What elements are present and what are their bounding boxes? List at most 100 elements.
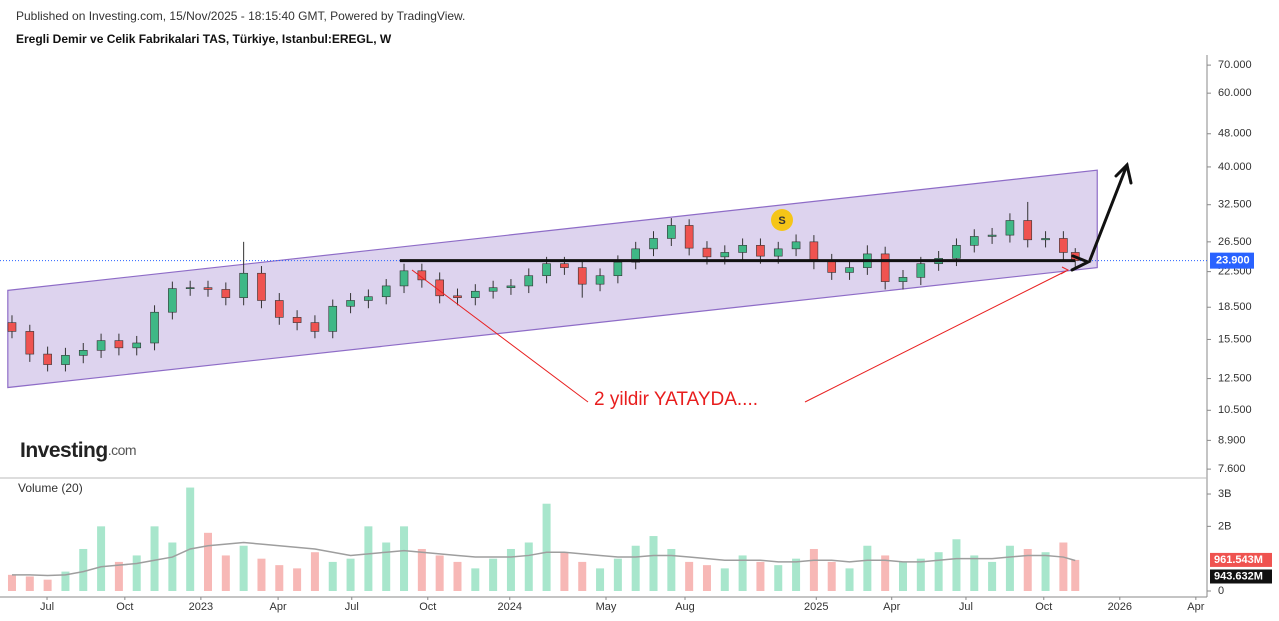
y-tick-label: 60.000 — [1218, 87, 1252, 99]
y-tick-label: 40.000 — [1218, 161, 1252, 173]
volume-bar — [809, 548, 818, 591]
volume-bar — [916, 558, 925, 591]
volume-bar — [489, 558, 498, 591]
volume-bar — [132, 555, 141, 591]
candle-body — [969, 236, 979, 246]
x-tick-label: May — [596, 601, 617, 613]
volume-bar — [667, 548, 676, 591]
x-tick-label: Oct — [419, 601, 436, 613]
candle-body — [684, 225, 694, 249]
volume-bar — [774, 565, 783, 591]
target-arrow — [1070, 162, 1133, 272]
volume-bar — [310, 552, 319, 591]
trend-channel — [7, 169, 1098, 389]
volume-bar — [453, 561, 462, 591]
candle-body — [471, 290, 480, 298]
candle-body — [453, 295, 462, 298]
candle-body — [221, 289, 231, 298]
candle-body — [613, 261, 623, 277]
chart-title: Eregli Demir ve Celik Fabrikalari TAS, T… — [16, 32, 392, 46]
candle-body — [649, 238, 658, 250]
last-price-label: 23.900 — [1216, 255, 1250, 267]
y-tick-label: 32.500 — [1218, 199, 1252, 211]
candle-body — [399, 270, 409, 287]
volume-bar — [898, 561, 907, 591]
candle-body — [203, 287, 213, 290]
volume-bar — [952, 539, 961, 591]
volume-bar — [506, 548, 515, 591]
volume-bar — [988, 561, 997, 591]
candle-body — [702, 247, 712, 258]
candle-body — [488, 287, 498, 292]
volume-bar — [204, 532, 213, 591]
x-tick-label: Jul — [345, 601, 359, 613]
volume-bar — [1071, 559, 1080, 591]
volume-bar — [239, 545, 248, 591]
candle-body — [114, 340, 124, 349]
volume-bar — [150, 526, 159, 591]
volume-bar — [934, 552, 943, 591]
volume-bar — [275, 565, 284, 591]
candle-body — [417, 270, 427, 281]
candle-body — [257, 272, 266, 301]
candle-body — [381, 285, 391, 298]
candle-body — [791, 241, 801, 250]
y-tick-label: 2B — [1218, 520, 1231, 532]
candle-body — [96, 340, 106, 351]
volume-bar — [792, 558, 801, 591]
x-tick-label: Apr — [1187, 601, 1204, 613]
event-marker — [771, 209, 793, 231]
volume-bar — [1041, 552, 1050, 591]
published-note: Published on Investing.com, 15/Nov/2025 … — [16, 9, 465, 23]
volume-bar — [400, 526, 409, 591]
candle-body — [827, 261, 837, 273]
x-tick-label: 2025 — [804, 601, 828, 613]
x-tick-label: Jul — [40, 601, 54, 613]
x-tick-label: Oct — [116, 601, 133, 613]
volume-bar — [702, 565, 711, 591]
annotation-arrows — [411, 266, 1070, 403]
volume-bar — [114, 561, 123, 591]
x-tick-label: 2023 — [189, 601, 213, 613]
volume-bar — [649, 536, 658, 591]
volume-bar — [328, 561, 337, 591]
logo: Investing.com — [20, 439, 136, 462]
volume-bar — [221, 555, 230, 591]
volume-bar — [382, 542, 391, 591]
last-price-box — [1210, 252, 1254, 269]
y-tick-label: 10.500 — [1218, 404, 1252, 416]
volume-bar — [7, 574, 16, 591]
x-tick-label: Apr — [883, 601, 900, 613]
volume-bar — [881, 555, 890, 591]
volume-bar — [827, 561, 836, 591]
volume-bar — [346, 558, 355, 591]
x-tick-label: Oct — [1035, 601, 1052, 613]
volume-bar — [25, 576, 34, 591]
volume-bar — [1023, 548, 1032, 591]
y-tick-label: 18.500 — [1218, 301, 1252, 313]
candle-body — [364, 296, 373, 301]
candle-body — [274, 300, 284, 318]
volume-bar — [738, 555, 747, 591]
volume-bar — [631, 545, 640, 591]
candle-body — [542, 263, 551, 277]
volume-bar — [596, 568, 605, 591]
x-tick-label: 2026 — [1108, 601, 1132, 613]
volume-bar — [720, 568, 729, 591]
volume-ma-line — [11, 541, 1076, 577]
volume-bar — [61, 571, 70, 591]
candle-body — [61, 355, 70, 365]
volume-title: Volume (20) — [18, 481, 83, 495]
volume-bar — [613, 558, 622, 591]
x-tick-label: Aug — [675, 601, 695, 613]
x-tick-label: 2024 — [498, 601, 522, 613]
candle-body — [667, 225, 676, 239]
annotation: 2 yildir YATAYDA.... — [594, 389, 758, 410]
candle-body — [756, 245, 765, 257]
volume-bar — [1005, 545, 1014, 591]
volume-bar — [364, 526, 373, 591]
candle-body — [25, 331, 35, 355]
volume-bar — [293, 568, 302, 591]
last-value-label: 943.632M — [1214, 570, 1263, 582]
